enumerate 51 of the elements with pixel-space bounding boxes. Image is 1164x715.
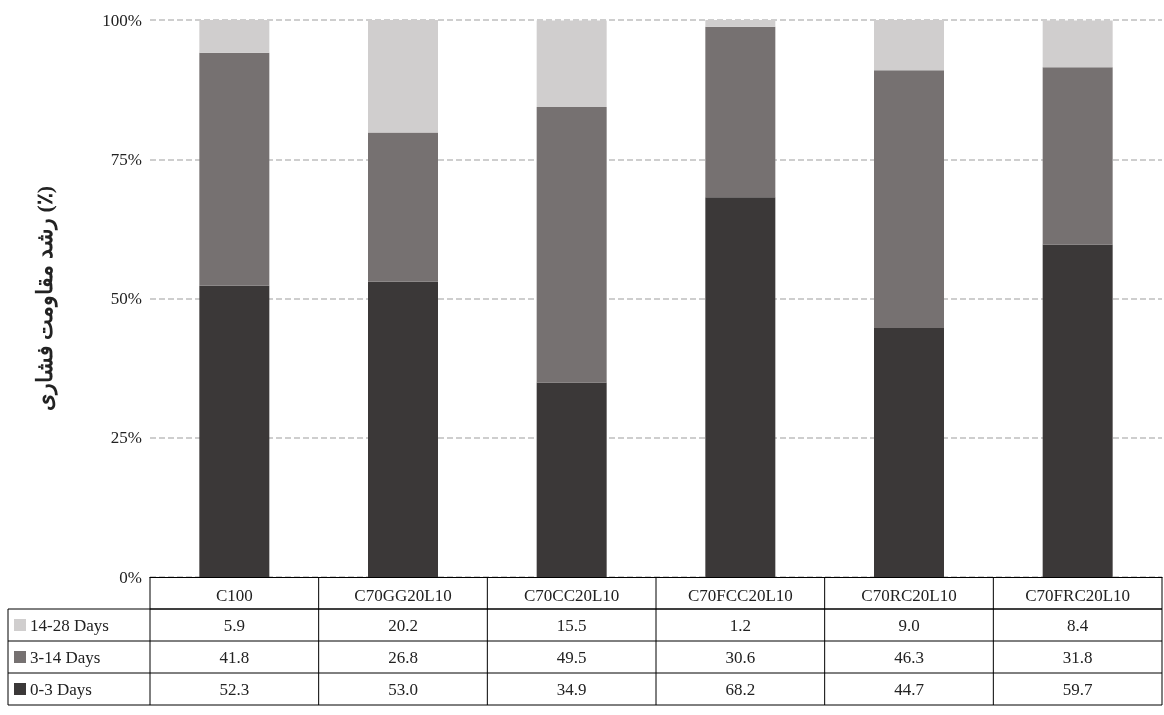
y-tick-label: 50% (110, 289, 142, 308)
data-label: 68.2 (725, 679, 756, 699)
bar (1042, 244, 1113, 577)
y-tick-label: 0% (119, 567, 142, 587)
legend-label: 0-3 Days (30, 679, 92, 699)
legend-label: 14-28 Days (30, 615, 109, 635)
x-tick-label: C70FRC20L10 (1025, 586, 1131, 605)
data-label: 59.7 (1062, 679, 1094, 699)
data-label: 26.8 (388, 647, 418, 667)
bar (368, 132, 438, 282)
bar (536, 106, 607, 383)
x-tick-label: C70RC20L10 (861, 586, 957, 605)
bar (536, 20, 607, 107)
data-label: 9.0 (898, 615, 920, 635)
data-label: 1.2 (729, 615, 751, 635)
bar (705, 197, 776, 577)
bar (199, 285, 270, 577)
bar (368, 281, 438, 577)
data-label: 49.5 (556, 647, 587, 667)
data-label: 52.3 (219, 679, 250, 699)
bar (705, 26, 776, 198)
y-tick-label: 75% (110, 149, 142, 169)
bar (874, 328, 944, 577)
data-label: 30.6 (725, 647, 756, 667)
y-tick-label: 25% (110, 428, 142, 448)
data-label: 8.4 (1067, 615, 1089, 635)
bar (874, 20, 944, 71)
data-label: 5.9 (223, 615, 245, 635)
y-axis-title: رشد مقاومت فشاری (٪) (31, 185, 58, 412)
x-tick-label: C70GG20L10 (354, 586, 452, 605)
y-tick-label: 100% (102, 10, 142, 30)
data-label: 44.7 (894, 679, 925, 699)
bar (705, 20, 776, 27)
legend-label: 3-14 Days (30, 647, 101, 667)
data-label: 41.8 (219, 647, 250, 667)
bar (536, 382, 607, 577)
data-label: 20.2 (388, 615, 418, 635)
bar (368, 20, 438, 133)
bar (199, 20, 270, 53)
bar (874, 70, 944, 329)
bar (1042, 67, 1113, 245)
data-label: 15.5 (556, 615, 587, 635)
bar (199, 52, 270, 286)
bar (1042, 20, 1113, 68)
data-label: 46.3 (894, 647, 924, 667)
x-tick-label: C70FCC20L10 (687, 586, 793, 605)
x-tick-label: C100 (215, 586, 253, 605)
x-tick-label: C70CC20L10 (523, 586, 620, 605)
data-label: 34.9 (556, 679, 587, 699)
data-label: 31.8 (1062, 647, 1093, 667)
data-label: 53.0 (388, 679, 418, 699)
